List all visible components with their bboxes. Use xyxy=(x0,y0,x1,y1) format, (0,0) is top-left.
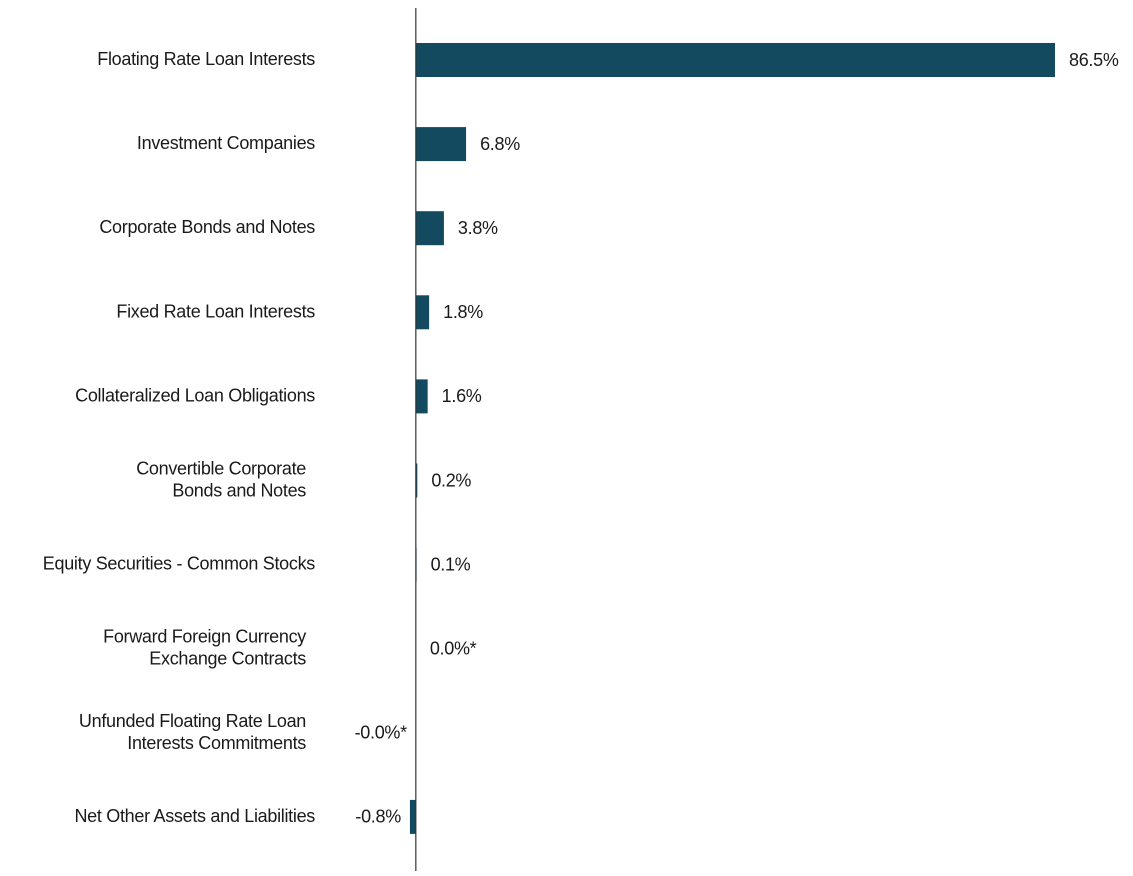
bar xyxy=(415,127,467,162)
value-label: 0.0%* xyxy=(430,638,477,658)
category-label: Net Other Assets and Liabilities xyxy=(74,806,315,826)
value-label: 3.8% xyxy=(458,218,498,238)
value-label: 1.6% xyxy=(442,386,482,406)
bar xyxy=(415,295,430,330)
value-label: -0.0%* xyxy=(355,723,408,743)
category-label: Floating Rate Loan Interests xyxy=(97,49,315,69)
category-label: Corporate Bonds and Notes xyxy=(99,217,315,237)
value-label: 86.5% xyxy=(1069,50,1119,70)
value-label: 1.8% xyxy=(443,302,483,322)
value-label: 0.1% xyxy=(431,554,471,574)
value-label: -0.8% xyxy=(355,807,401,827)
value-label: 6.8% xyxy=(480,134,520,154)
category-label: Investment Companies xyxy=(137,133,315,153)
category-label: Forward Foreign Currency Exchange Contrac… xyxy=(103,626,306,668)
bar xyxy=(415,211,444,246)
bar xyxy=(415,379,428,414)
category-label: Collateralized Loan Obligations xyxy=(75,385,315,405)
category-label: Unfunded Floating Rate Loan Interests Com… xyxy=(79,711,306,753)
category-label: Convertible Corporate Bonds and Notes xyxy=(136,458,306,500)
bar xyxy=(409,799,416,834)
category-label: Equity Securities - Common Stocks xyxy=(43,553,315,573)
bar xyxy=(415,463,418,498)
category-label: Fixed Rate Loan Interests xyxy=(116,301,315,321)
value-label: 0.2% xyxy=(431,470,471,490)
bar xyxy=(415,43,1056,77)
